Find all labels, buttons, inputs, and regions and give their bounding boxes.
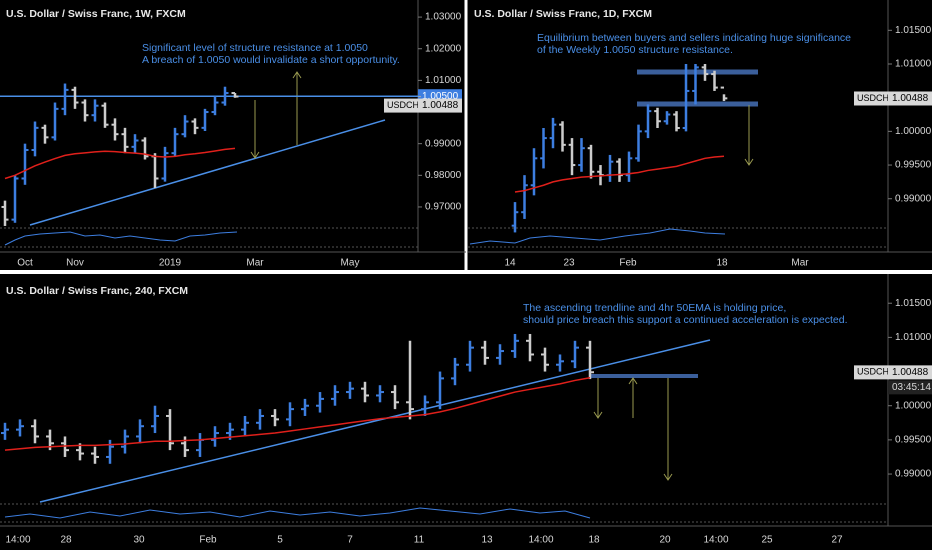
x-tick-label: 7 [347, 535, 353, 546]
x-tick-label: Nov [66, 258, 84, 269]
annotation: The ascending trendline and 4hr 50EMA is… [523, 302, 786, 314]
x-tick-label: 25 [761, 535, 773, 546]
y-tick-label: 1.01000 [425, 75, 462, 86]
x-tick-label: 2019 [159, 258, 182, 269]
annotation: Equilibrium between buyers and sellers i… [537, 32, 851, 44]
x-tick-label: Feb [619, 258, 637, 269]
y-tick-label: 1.01500 [895, 25, 932, 36]
y-tick-label: 0.99500 [895, 160, 932, 171]
ema-line [514, 155, 725, 193]
y-tick-label: 0.99000 [425, 138, 462, 149]
chart-title: U.S. Dollar / Swiss Franc, 240, FXCM [6, 285, 188, 297]
price-label: 1.00488 [892, 93, 929, 104]
y-tick-label: 1.00000 [895, 126, 932, 137]
y-tick-label: 1.01000 [895, 332, 932, 343]
countdown: 03:45:14 [892, 382, 931, 393]
symbol-tag [854, 365, 888, 380]
annotation: A breach of 1.0050 would invalidate a sh… [142, 54, 400, 66]
drawings [29, 69, 758, 503]
x-tick-label: 30 [133, 535, 145, 546]
x-tick-label: 18 [716, 258, 728, 269]
y-tick-label: 1.03000 [425, 12, 462, 23]
symbol-tag [384, 98, 418, 113]
x-tick-label: 20 [659, 535, 671, 546]
price-tag [418, 98, 462, 113]
y-tick-label: 0.97000 [425, 202, 462, 213]
x-tick-label: 14:00 [5, 535, 30, 546]
ema-line [4, 147, 236, 180]
x-tick-label: 11 [414, 535, 425, 546]
symbol: USDCHF [387, 100, 425, 110]
x-tick-label: 5 [277, 535, 283, 546]
y-tick-label: 1.02000 [425, 43, 462, 54]
x-tick-label: 14:00 [703, 535, 728, 546]
price-label: 1.00488 [892, 367, 929, 378]
x-tick-label: 28 [60, 535, 72, 546]
price-tag [888, 91, 932, 106]
x-tick-label: 14:00 [528, 535, 553, 546]
y-tick-label: 1.01000 [895, 59, 932, 70]
x-tick-label: 23 [563, 258, 575, 269]
x-tick-label: 18 [588, 535, 600, 546]
symbol-tag [854, 91, 888, 106]
price-label: 1.00488 [422, 100, 459, 111]
y-tick-label: 0.99000 [895, 193, 932, 204]
annotation: should price breach this support a conti… [523, 314, 848, 326]
chart-title: U.S. Dollar / Swiss Franc, 1W, FXCM [6, 8, 186, 20]
x-tick-label: 13 [481, 535, 493, 546]
x-tick-label: Mar [246, 258, 264, 269]
x-tick-label: 27 [831, 535, 843, 546]
chart-title: U.S. Dollar / Swiss Franc, 1D, FXCM [474, 8, 652, 20]
y-tick-label: 1.00000 [895, 400, 932, 411]
ema-line [4, 376, 591, 451]
price-tag [888, 365, 932, 380]
x-tick-label: 14 [504, 258, 516, 269]
frame [0, 0, 932, 527]
y-tick-label: 0.98000 [425, 170, 462, 181]
y-tick-label: 0.99500 [895, 435, 932, 446]
countdown-tag [888, 380, 932, 395]
annotation: of the Weekly 1.0050 structure resistanc… [537, 44, 733, 56]
y-tick-label: 1.01500 [895, 298, 932, 309]
x-tick-label: May [341, 258, 360, 269]
oscillators [0, 227, 888, 523]
annotation: Significant level of structure resistanc… [142, 42, 368, 54]
symbol: USDCHF [857, 93, 895, 103]
x-tick-label: Mar [791, 258, 809, 269]
level-label: 1.00500 [422, 91, 459, 102]
y-tick-label: 0.99000 [895, 469, 932, 480]
x-tick-label: Oct [17, 258, 33, 269]
x-tick-label: Feb [199, 535, 217, 546]
symbol: USDCHF [857, 367, 895, 377]
